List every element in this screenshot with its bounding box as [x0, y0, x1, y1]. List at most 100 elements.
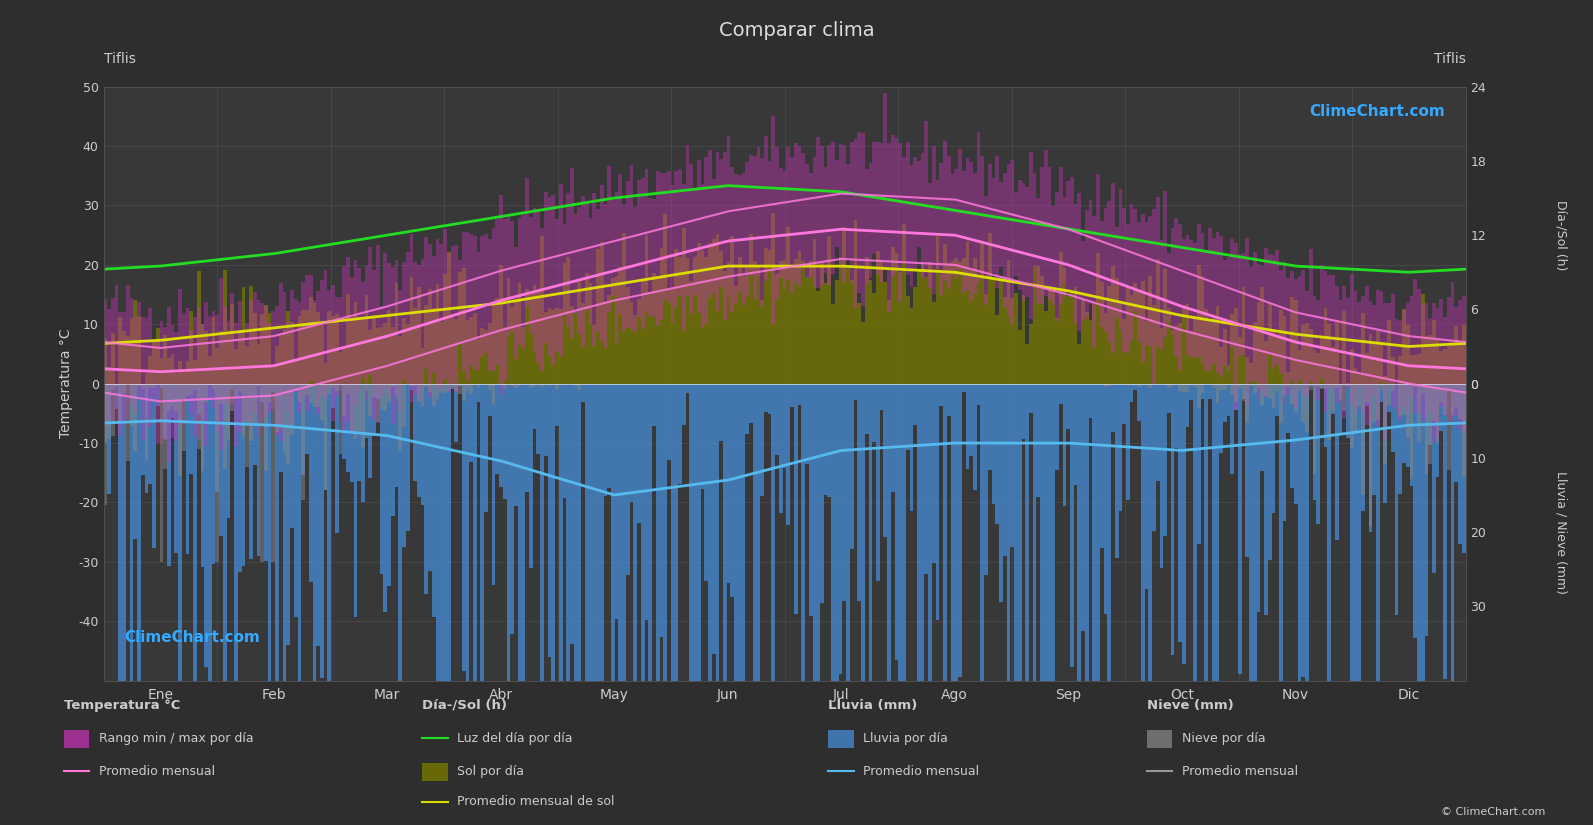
- Bar: [342, 266, 346, 431]
- Bar: [1141, 281, 1145, 384]
- Text: Comparar clima: Comparar clima: [718, 21, 875, 40]
- Bar: [804, 384, 809, 464]
- Bar: [126, 336, 129, 384]
- Bar: [693, 384, 696, 681]
- Bar: [1107, 384, 1110, 386]
- Bar: [768, 250, 771, 384]
- Text: Promedio mensual: Promedio mensual: [99, 765, 215, 778]
- Bar: [357, 318, 362, 384]
- Bar: [448, 252, 451, 392]
- Bar: [503, 384, 507, 389]
- Bar: [379, 384, 384, 574]
- Bar: [1443, 317, 1446, 417]
- Bar: [1077, 192, 1082, 331]
- Bar: [1185, 234, 1190, 355]
- Bar: [435, 284, 440, 384]
- Bar: [843, 228, 846, 384]
- Bar: [593, 193, 596, 346]
- Bar: [1157, 259, 1160, 384]
- Bar: [660, 384, 663, 637]
- Bar: [170, 354, 175, 384]
- Bar: [1096, 174, 1099, 300]
- Bar: [910, 308, 913, 384]
- Bar: [282, 384, 287, 453]
- Bar: [1215, 232, 1219, 373]
- Bar: [801, 262, 804, 384]
- Bar: [387, 384, 390, 586]
- Bar: [601, 185, 604, 342]
- Bar: [1383, 303, 1388, 440]
- Bar: [832, 142, 835, 274]
- Bar: [969, 270, 973, 384]
- Bar: [328, 311, 331, 384]
- Bar: [1290, 384, 1294, 488]
- Bar: [980, 156, 984, 279]
- Bar: [765, 248, 768, 384]
- Bar: [354, 260, 357, 406]
- Bar: [726, 135, 731, 295]
- Bar: [298, 384, 301, 681]
- Bar: [298, 316, 301, 384]
- Bar: [1246, 238, 1249, 405]
- Bar: [387, 263, 390, 395]
- Bar: [601, 243, 604, 384]
- Bar: [1179, 323, 1182, 384]
- Bar: [816, 291, 820, 384]
- Bar: [1160, 384, 1163, 568]
- Bar: [943, 141, 946, 281]
- Bar: [543, 384, 548, 456]
- Bar: [562, 384, 566, 498]
- Bar: [1268, 384, 1271, 398]
- Bar: [515, 302, 518, 384]
- Bar: [331, 384, 335, 388]
- Bar: [1305, 323, 1309, 384]
- Bar: [1227, 365, 1230, 384]
- Bar: [532, 384, 537, 429]
- Bar: [421, 384, 424, 407]
- Bar: [573, 312, 577, 384]
- Bar: [693, 257, 696, 384]
- Bar: [260, 314, 264, 384]
- Bar: [145, 318, 148, 416]
- Bar: [999, 276, 1004, 384]
- Bar: [1260, 384, 1265, 405]
- Bar: [346, 384, 350, 394]
- Bar: [879, 384, 884, 410]
- Bar: [223, 384, 226, 469]
- Bar: [551, 310, 554, 384]
- Bar: [532, 285, 537, 384]
- Bar: [667, 171, 671, 303]
- Bar: [849, 280, 854, 384]
- Bar: [1018, 330, 1021, 384]
- Bar: [1327, 275, 1332, 388]
- Bar: [540, 228, 543, 370]
- Bar: [1021, 183, 1026, 301]
- Bar: [1201, 233, 1204, 362]
- Bar: [115, 285, 118, 423]
- Bar: [551, 384, 554, 681]
- Bar: [1174, 219, 1179, 356]
- Bar: [1407, 384, 1410, 467]
- Bar: [559, 184, 562, 357]
- Bar: [339, 297, 342, 389]
- Bar: [671, 384, 674, 681]
- Bar: [832, 304, 835, 384]
- Bar: [256, 299, 260, 436]
- Bar: [742, 384, 746, 681]
- Bar: [1335, 285, 1338, 403]
- Bar: [379, 384, 384, 409]
- Bar: [413, 262, 417, 394]
- Bar: [1212, 318, 1215, 384]
- Bar: [1440, 384, 1443, 402]
- Bar: [798, 145, 801, 285]
- Bar: [1421, 384, 1424, 393]
- Bar: [585, 384, 589, 681]
- Bar: [282, 328, 287, 384]
- Bar: [1301, 325, 1305, 384]
- Bar: [253, 313, 256, 384]
- Bar: [1462, 384, 1466, 477]
- Bar: [1118, 300, 1121, 384]
- Bar: [178, 289, 182, 427]
- Bar: [935, 236, 940, 384]
- Bar: [387, 384, 390, 403]
